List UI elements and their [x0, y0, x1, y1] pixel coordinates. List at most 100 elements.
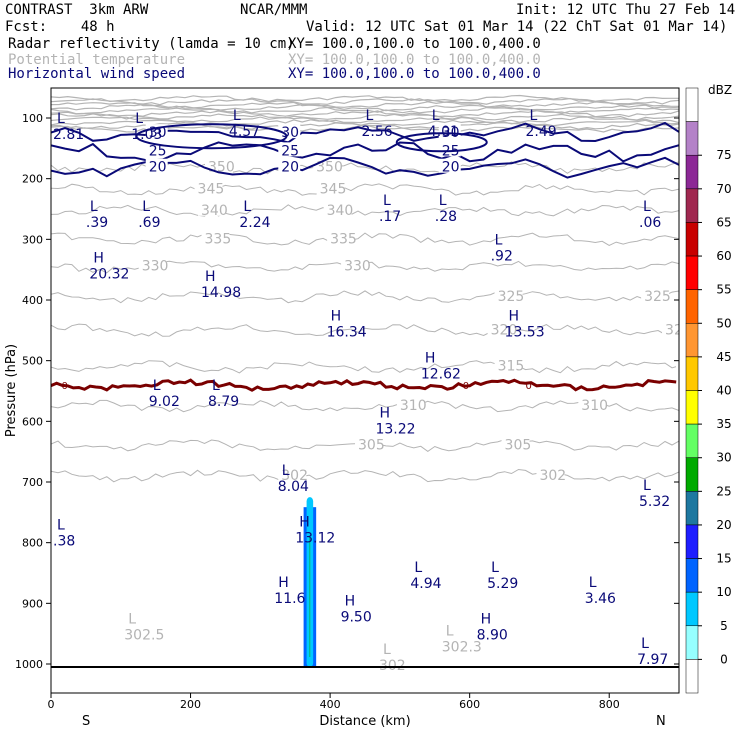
- wind-extremum-type: L: [243, 199, 251, 215]
- wind-extremum-value: .06: [639, 215, 661, 231]
- theta-contour-label: 350: [316, 160, 343, 176]
- wind-extremum-type: L: [641, 636, 649, 652]
- theta-label-bg: [355, 436, 384, 451]
- init-time: Init: 12 UTC Thu 27 Feb 14: [516, 2, 736, 18]
- theta-contour-label: 302: [281, 468, 308, 484]
- wind-extremum-type: H: [379, 405, 390, 421]
- theta-contour-top: [51, 97, 679, 106]
- north-label: N: [656, 714, 666, 729]
- wind-extremum-value: 11.6: [274, 591, 305, 607]
- theta-label-bg: [316, 180, 345, 195]
- wind-extremum-value: 5.32: [639, 494, 670, 510]
- theta-extremum-value: 302: [379, 658, 406, 674]
- colorbar-tick-label: 20: [716, 518, 731, 532]
- wind-extremum-type: L: [383, 193, 391, 209]
- wind-extremum-value: .17: [379, 209, 401, 225]
- wind-extremum-value: .39: [86, 215, 108, 231]
- plot-frame: [50, 87, 680, 694]
- wind-extremum-type: H: [331, 308, 342, 324]
- wind-extremum-type: H: [93, 251, 104, 267]
- colorbar-tick-label: 35: [716, 417, 731, 431]
- wind-contour-closed: [395, 132, 488, 153]
- theta-label-bg: [138, 257, 167, 272]
- wind-extremum-value: .28: [435, 209, 457, 225]
- colorbar-segment: [685, 289, 699, 324]
- wind-extremum-value: 9.50: [341, 609, 372, 625]
- wind-extremum-type: L: [57, 111, 65, 127]
- wind-extremum-value: 13.22: [375, 421, 415, 437]
- field-name-theta: Potential temperature: [8, 52, 186, 68]
- wind-extremum-value: 2.81: [53, 127, 84, 143]
- wind-extremum-value: 3.46: [585, 591, 616, 607]
- wind-extremum-value: 8.04: [278, 479, 309, 495]
- y-tick-label: 300: [22, 233, 43, 246]
- colorbar-segment: [685, 255, 699, 290]
- wind-extremum-type: H: [425, 351, 436, 367]
- theta-label-bg: [323, 201, 352, 216]
- wind-label-bg: [278, 124, 301, 139]
- wind-extremum-type: H: [345, 593, 356, 609]
- x-axis-label: Distance (km): [319, 714, 410, 729]
- wind-extremum-value: 4.57: [229, 124, 260, 140]
- wind-extremum-type: L: [414, 560, 422, 576]
- theta-contour-label: 305: [505, 438, 532, 454]
- field-xy-wind: XY= 100.0,100.0 to 100.0,400.0: [288, 66, 541, 82]
- theta-extremum-type: L: [128, 612, 136, 628]
- wind-extremum-type: L: [589, 575, 597, 591]
- wind-extremum-type: L: [366, 108, 374, 124]
- theta-extremum-value: 302.3: [442, 640, 482, 656]
- theta-contour-label: 340: [327, 203, 354, 219]
- colorbar-segment: [685, 87, 699, 122]
- theta-contour-top: [51, 119, 679, 127]
- x-tick-label: 200: [180, 698, 201, 711]
- colorbar-tick-label: 10: [716, 585, 731, 599]
- theta-contour: [51, 468, 679, 483]
- colorbar-tick-label: 65: [716, 215, 731, 229]
- theta-label-bg: [578, 397, 607, 412]
- wind-extremum-value: 4.01: [428, 124, 459, 140]
- theta-label-bg: [487, 321, 516, 336]
- wind-extremum-value: .69: [138, 215, 160, 231]
- wind-extremum-value: 2.56: [362, 124, 393, 140]
- theta-label-bg: [341, 257, 370, 272]
- colorbar-segment: [685, 491, 699, 526]
- y-tick-label: 500: [22, 355, 43, 368]
- colorbar-segment: [685, 222, 699, 257]
- colorbar-title: dBZ: [708, 83, 732, 97]
- wind-extremum-type: L: [212, 378, 220, 394]
- theta-contour-label: 305: [358, 438, 385, 454]
- wind-extremum-value: 2.24: [239, 215, 270, 231]
- colorbar-tick-label: 5: [720, 619, 728, 633]
- freezing-level: [51, 378, 677, 392]
- theta-contour-top: [51, 116, 679, 124]
- colorbar-segment: [685, 625, 699, 660]
- y-tick-label: 800: [22, 537, 43, 550]
- freezing-level-label: 0: [525, 381, 531, 392]
- theta-contour-label: 340: [201, 203, 228, 219]
- theta-contour: [51, 360, 679, 374]
- field-xy-reflectivity: XY= 100.0,100.0 to 100.0,400.0: [288, 36, 541, 52]
- center-label: NCAR/MMM: [240, 2, 308, 18]
- y-tick-label: 900: [22, 597, 43, 610]
- wind-contour-label: 20: [281, 160, 299, 176]
- theta-contour-label: 345: [198, 182, 225, 198]
- theta-extremum-value: 302.5: [124, 628, 164, 644]
- wind-extremum-type: L: [432, 108, 440, 124]
- colorbar-tick-label: 45: [716, 350, 731, 364]
- theta-contour: [51, 183, 679, 196]
- theta-label-bg: [501, 436, 530, 451]
- plot-title: CONTRAST 3km ARW: [5, 2, 149, 18]
- wind-extremum-type: L: [233, 108, 241, 124]
- wind-contour-closed: [135, 123, 288, 150]
- wind-extremum-value: 13.53: [505, 324, 545, 340]
- wind-extremum-type: L: [153, 378, 161, 394]
- wind-label-bg: [278, 158, 301, 173]
- theta-contour-top: [51, 106, 679, 115]
- wind-extremum-value: 1.03: [131, 127, 162, 143]
- y-tick-label: 600: [22, 415, 43, 428]
- colorbar-tick-label: 55: [716, 283, 731, 297]
- theta-contour-label: 320: [491, 322, 518, 338]
- wind-extremum-value: 9.02: [149, 394, 180, 410]
- theta-contour-top: [51, 94, 679, 103]
